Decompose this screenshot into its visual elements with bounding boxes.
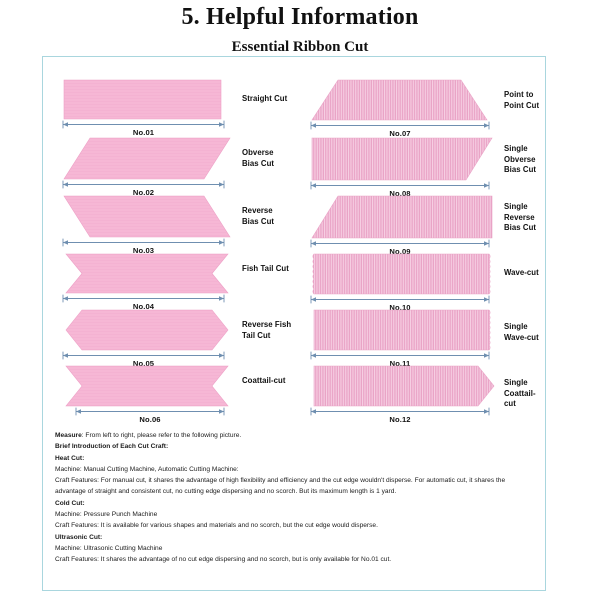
note-brief-heading: Brief Introduction of Each Cut Craft:	[55, 443, 169, 451]
shape-graphic	[312, 308, 491, 352]
cut-label-no-06: Coattail-cut	[242, 376, 286, 385]
notes-block: Measure: From left to right, please refe…	[55, 430, 533, 566]
cut-label-no-11: Single Wave-cut	[504, 322, 539, 342]
shape-graphic	[62, 136, 232, 181]
cut-label-no-01: Straight Cut	[242, 94, 288, 103]
cut-label-no-05: Reverse Fish Tail Cut	[242, 320, 292, 340]
note-cold-cut-heading: Cold Cut:	[55, 499, 85, 507]
cut-label-no-02: Obverse Bias Cut	[242, 148, 275, 168]
note-cold-cut-machine: Machine: Pressure Punch Machine	[55, 511, 158, 519]
frame-caption-text: Essential Ribbon Cut	[221, 39, 379, 56]
note-heat-cut-machine: Machine: Manual Cutting Machine, Automat…	[55, 465, 239, 473]
shape-graphic	[312, 252, 491, 296]
dimension-line-no-04: No.04	[62, 294, 225, 311]
dimension-label: No.06	[139, 415, 161, 424]
cut-label-no-09: Single Reverse Bias Cut	[504, 202, 537, 232]
dimension-line-no-02: No.02	[62, 180, 225, 197]
dimension-label: No.02	[132, 188, 155, 197]
page-title: 5. Helpful Information	[181, 4, 419, 30]
dimension-label: No.12	[389, 415, 411, 424]
cut-label-no-04: Fish Tail Cut	[242, 264, 289, 273]
shape-graphic	[310, 194, 494, 240]
dimension-label: No.10	[389, 303, 411, 312]
dimension-label: No.04	[132, 302, 155, 311]
dimension-line-no-12: No.12	[310, 407, 490, 424]
dimension-label: No.05	[132, 359, 155, 368]
note-ultrasonic-machine: Machine: Ultrasonic Cutting Machine	[55, 544, 163, 552]
cut-label-no-12: Single Coattail-cut	[504, 378, 536, 408]
cut-label-no-03: Reverse Bias Cut	[242, 206, 275, 226]
shape-graphic	[64, 308, 230, 352]
dimension-label: No.01	[132, 128, 155, 137]
dimension-line-no-07: No.07	[310, 121, 490, 138]
shape-graphic	[64, 364, 230, 408]
note-measure-label: Measure	[55, 432, 82, 439]
dimension-label: No.03	[132, 246, 155, 255]
note-heat-cut-heading: Heat Cut:	[55, 454, 85, 462]
dimension-label: No.09	[389, 247, 411, 256]
cut-label-no-07: Point to Point Cut	[504, 90, 540, 110]
dimension-line-no-09: No.09	[310, 239, 490, 256]
note-measure-text: : From left to right, please refer to th…	[81, 432, 242, 439]
shape-graphic	[64, 252, 230, 295]
dimension-label: No.07	[389, 129, 411, 138]
dimension-label: No.08	[389, 189, 411, 198]
note-heat-cut-features: Craft Features: For manual cut, it share…	[55, 477, 506, 496]
note-cold-cut-features: Craft Features: It is available for vari…	[55, 522, 378, 530]
dimension-line-no-11: No.11	[310, 351, 490, 368]
shape-graphic	[62, 78, 223, 121]
shape-graphic	[310, 136, 494, 182]
frame-caption: Essential Ribbon Cut	[0, 39, 600, 56]
note-ultrasonic-features: Craft Features: It shares the advantage …	[55, 556, 392, 564]
dimension-label: No.11	[389, 359, 411, 368]
note-ultrasonic-heading: Ultrasonic Cut:	[55, 533, 103, 541]
dimension-line-no-08: No.08	[310, 181, 490, 198]
shape-graphic	[62, 194, 232, 239]
cut-label-no-10: Wave-cut	[504, 268, 539, 277]
dimension-line-no-01: No.01	[62, 120, 225, 137]
note-measure: Measure: From left to right, please refe…	[55, 430, 533, 441]
shape-graphic	[312, 364, 496, 408]
dimension-line-no-03: No.03	[62, 238, 225, 255]
cut-label-no-08: Single Obverse Bias Cut	[504, 144, 537, 174]
shape-graphic	[310, 78, 489, 122]
dimension-line-no-05: No.05	[62, 351, 225, 368]
ribbon-diagram: No.01 Straight Cut No.02 Obverse Bias Cut No…	[42, 56, 546, 428]
dimension-line-no-10: No.10	[310, 295, 490, 312]
dimension-line-no-06: No.06	[75, 407, 225, 424]
